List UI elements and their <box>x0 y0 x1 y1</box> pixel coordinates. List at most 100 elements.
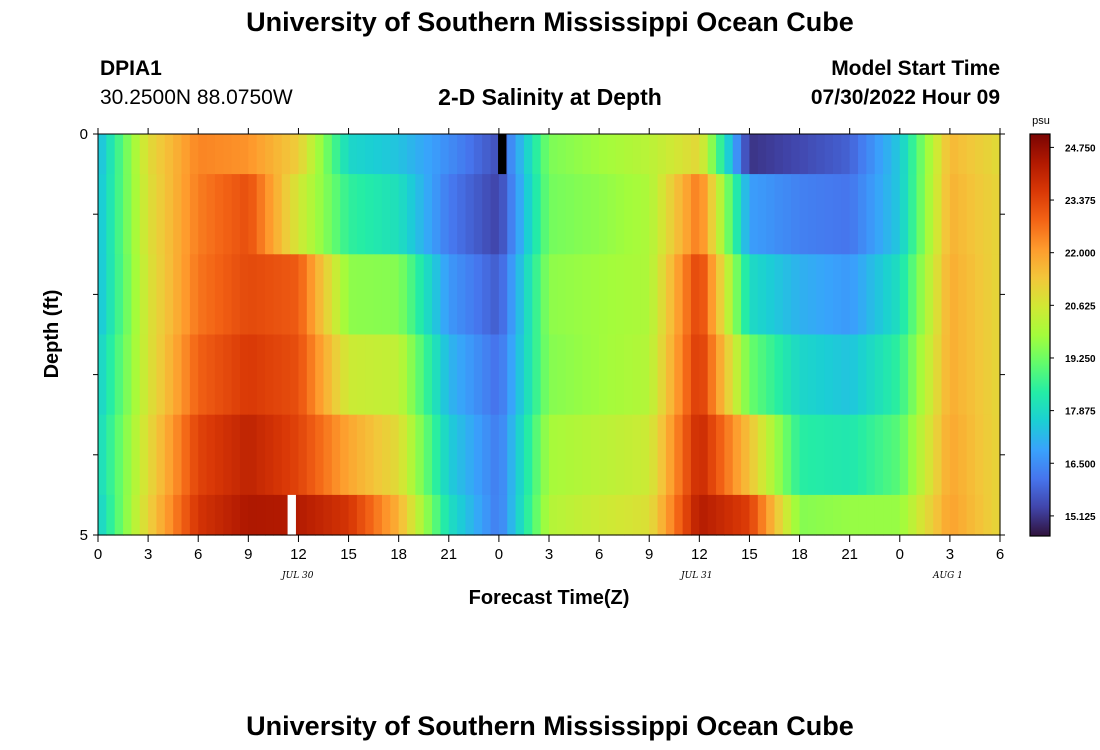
heatmap-cell <box>465 494 475 536</box>
heatmap-cell <box>189 334 199 416</box>
heatmap-cell <box>523 254 533 336</box>
heatmap-cell <box>256 134 266 175</box>
heatmap-cell <box>858 174 867 255</box>
heatmap-cell <box>515 174 525 255</box>
heatmap-cell <box>966 334 976 416</box>
heatmap-cell <box>565 134 575 175</box>
heatmap-cell <box>941 254 951 336</box>
heatmap-cell <box>983 134 993 175</box>
heatmap-cell <box>373 174 383 255</box>
heatmap-cell <box>507 494 517 536</box>
heatmap-cell <box>916 494 926 536</box>
heatmap-cell <box>782 174 792 255</box>
heatmap-cell <box>966 494 976 536</box>
heatmap-cell <box>682 254 692 336</box>
masked-cells <box>287 134 507 535</box>
heatmap-cell <box>348 174 358 255</box>
heatmap-cell <box>574 414 584 496</box>
heatmap-cell <box>799 494 809 536</box>
heatmap-cell <box>816 174 826 255</box>
heatmap-cell <box>407 254 416 336</box>
heatmap-cell <box>356 254 366 336</box>
heatmap-cell <box>899 494 909 536</box>
heatmap-cell <box>874 254 884 336</box>
heatmap-cell <box>816 494 826 536</box>
heatmap-cell <box>482 134 492 175</box>
heatmap-cell <box>682 134 692 175</box>
heatmap-cell <box>315 254 325 336</box>
heatmap-cell <box>515 414 525 496</box>
heatmap-cell <box>649 414 659 496</box>
heatmap-cell <box>716 334 725 416</box>
heatmap-cell <box>448 254 458 336</box>
colorbar-tick-label: 20.625 <box>1065 301 1096 312</box>
heatmap-cell <box>657 414 667 496</box>
heatmap-cell <box>365 334 375 416</box>
heatmap-cell <box>239 134 249 175</box>
heatmap-cell <box>532 334 542 416</box>
heatmap-cell <box>331 334 341 416</box>
heatmap-cell <box>682 334 692 416</box>
heatmap-cell <box>415 414 425 496</box>
plot-title: 2-D Salinity at Depth <box>438 84 662 110</box>
heatmap-cell <box>106 254 116 336</box>
heatmap-cell <box>432 134 442 175</box>
heatmap-cell <box>874 414 884 496</box>
heatmap-cell <box>916 334 926 416</box>
heatmap-cell <box>757 414 767 496</box>
heatmap-cell <box>407 414 416 496</box>
colorbar-tick-label: 17.875 <box>1065 407 1096 418</box>
heatmap-cell <box>131 494 141 536</box>
x-tick-label: 21 <box>841 546 858 563</box>
heatmap-cell <box>482 494 492 536</box>
heatmap-cell <box>331 174 341 255</box>
heatmap-cell <box>749 334 759 416</box>
heatmap-cell <box>799 334 809 416</box>
heatmap-cell <box>106 494 116 536</box>
heatmap-cell <box>640 254 650 336</box>
heatmap-cell <box>916 174 926 255</box>
x-tick-label: 12 <box>290 546 307 563</box>
heatmap-cell <box>148 174 158 255</box>
heatmap-cell <box>423 334 433 416</box>
heatmap-cell <box>381 254 391 336</box>
heatmap-cell <box>749 254 759 336</box>
heatmap-cell <box>348 254 358 336</box>
heatmap-cell <box>248 334 258 416</box>
heatmap-cell <box>532 174 542 255</box>
heatmap-cell <box>306 414 316 496</box>
heatmap-cell <box>958 414 968 496</box>
heatmap-cell <box>732 414 742 496</box>
heatmap-cell <box>849 254 859 336</box>
heatmap-cell <box>599 414 609 496</box>
heatmap-cell <box>490 494 500 536</box>
heatmap-cell <box>807 414 817 496</box>
heatmap-cell <box>198 334 208 416</box>
heatmap-cell <box>549 494 558 536</box>
heatmap-cell <box>983 334 993 416</box>
heatmap-cell <box>523 174 533 255</box>
heatmap-cell <box>549 134 558 175</box>
heatmap-cell <box>340 494 350 536</box>
heatmap-cell <box>699 494 709 536</box>
heatmap-cell <box>757 494 767 536</box>
heatmap-cell <box>949 414 959 496</box>
heatmap-cell <box>473 334 483 416</box>
heatmap-cell <box>365 254 375 336</box>
heatmap-cell <box>824 174 834 255</box>
heatmap-cell <box>891 494 901 536</box>
heatmap-cell <box>432 174 442 255</box>
heatmap-cell <box>724 134 734 175</box>
heatmap-cell <box>757 254 767 336</box>
heatmap-cell <box>306 134 316 175</box>
heatmap-cell <box>523 414 533 496</box>
heatmap-cell <box>507 254 517 336</box>
heatmap-cell <box>206 174 216 255</box>
model-start-label: Model Start Time <box>831 57 1000 80</box>
heatmap-cell <box>908 174 918 255</box>
heatmap-cell <box>766 174 776 255</box>
heatmap-cell <box>791 254 801 336</box>
heatmap-cell <box>791 494 801 536</box>
heatmap-cell <box>924 414 934 496</box>
heatmap-cell <box>148 134 158 175</box>
